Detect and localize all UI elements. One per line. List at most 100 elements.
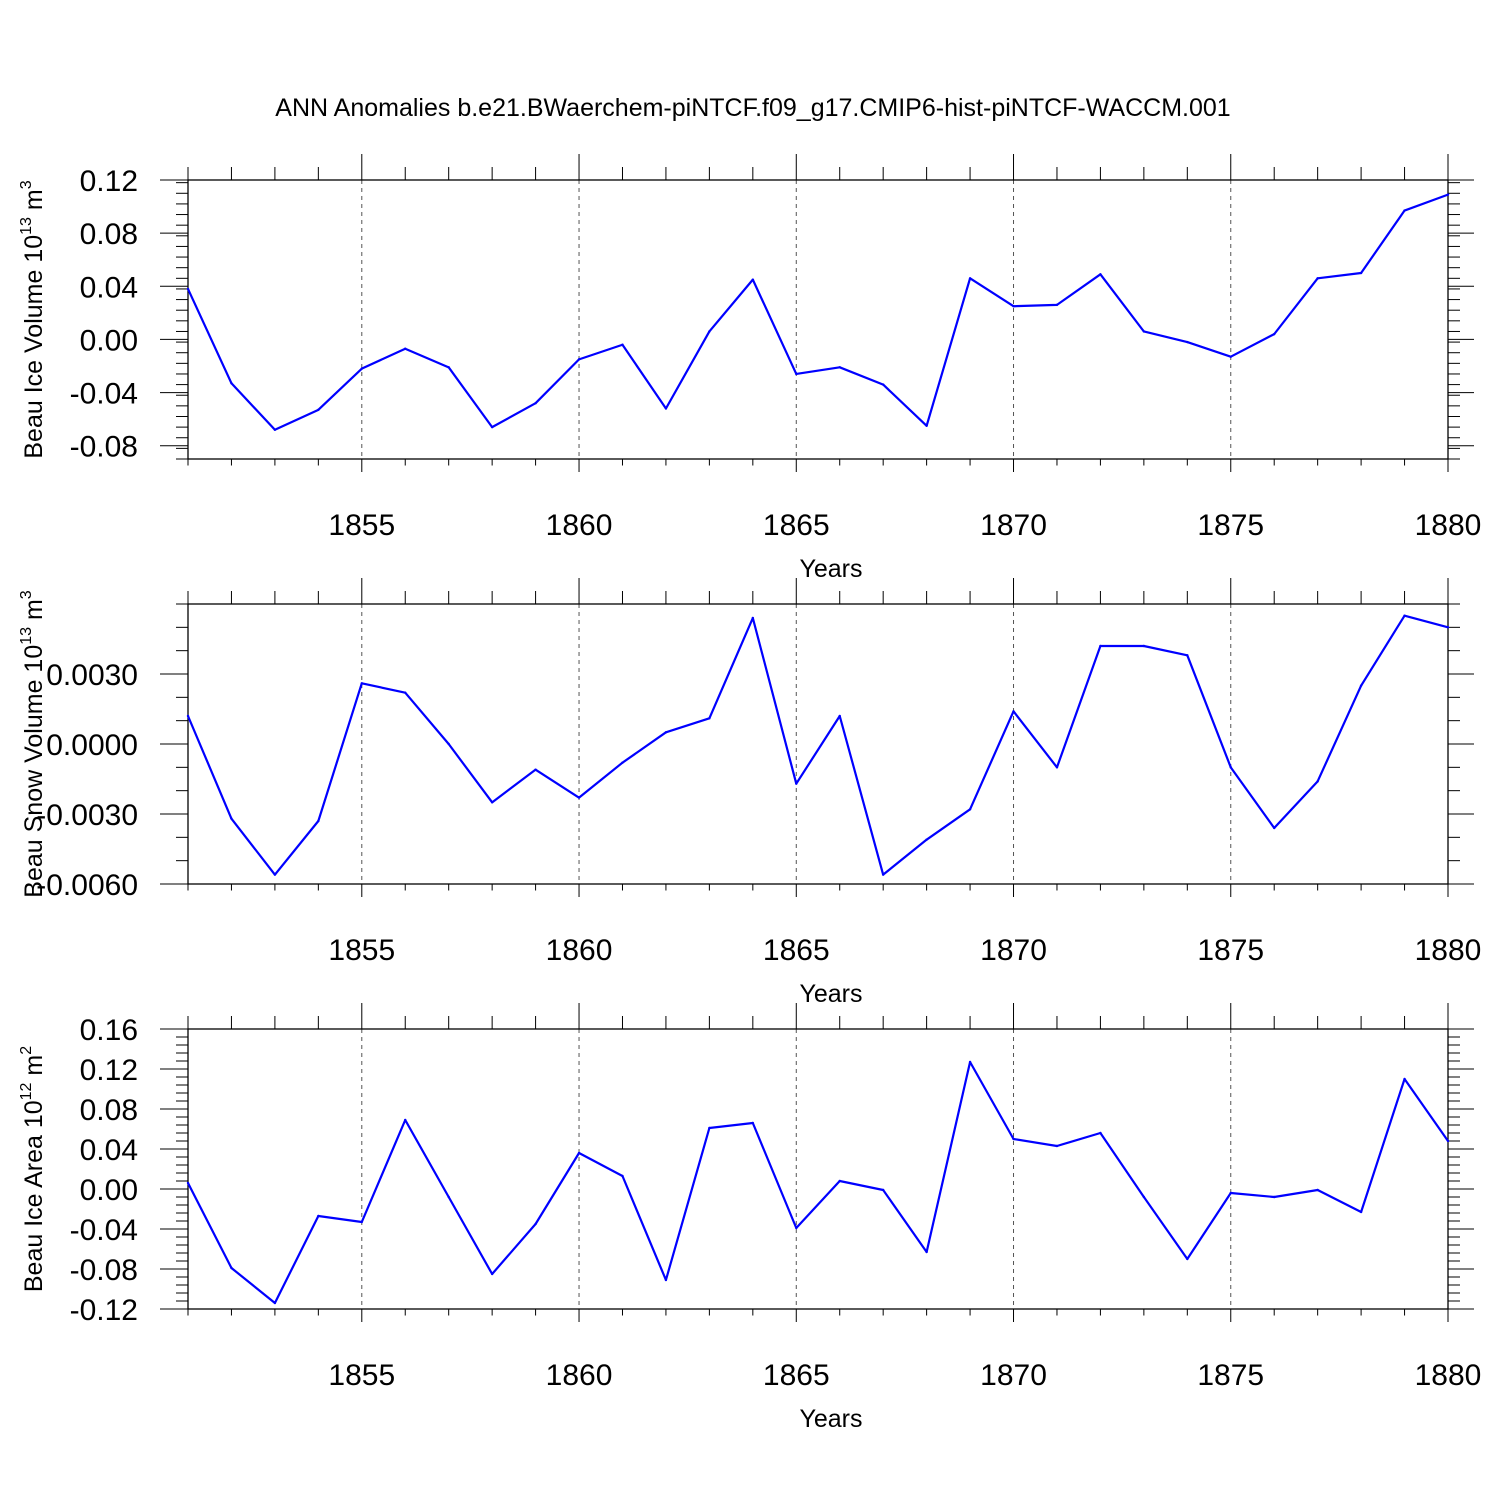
data-point: [1359, 271, 1363, 275]
data-point: [404, 691, 407, 694]
data-point: [838, 714, 841, 718]
data-point: [708, 1126, 711, 1130]
x-tick-label: 1880: [1415, 934, 1482, 967]
data-point: [230, 382, 233, 385]
data-point: [968, 1060, 972, 1064]
data-point: [404, 347, 407, 350]
data-point: [621, 343, 624, 346]
data-point: [1403, 209, 1406, 212]
data-point: [186, 1181, 190, 1185]
data-point: [1229, 355, 1232, 358]
data-point: [621, 1174, 624, 1178]
x-tick-label: 1875: [1197, 509, 1264, 542]
data-point: [925, 424, 928, 427]
data-point: [1142, 1195, 1146, 1199]
data-point: [664, 731, 668, 734]
y-tick-label: 0.00: [80, 1174, 138, 1207]
x-tick-label: 1865: [763, 934, 830, 967]
data-point: [925, 838, 928, 841]
y-tick-label: -0.12: [70, 1294, 138, 1327]
data-point: [447, 1195, 450, 1199]
y-tick-label: 0.16: [80, 1014, 138, 1047]
data-point: [1099, 273, 1102, 276]
series-line-1: [187, 193, 1449, 431]
y-tick-label: -0.04: [70, 378, 138, 411]
x-tick-label: 1865: [763, 509, 830, 542]
data-point: [1229, 766, 1232, 769]
y-axis-label-text: m: [20, 599, 48, 627]
data-point: [795, 1226, 798, 1230]
data-point: [664, 407, 668, 410]
data-point: [1055, 303, 1059, 307]
plot-frame: [187, 1028, 1449, 1310]
data-point: [273, 1301, 277, 1305]
y-axis-label-superscript: 12: [18, 1082, 35, 1100]
y-tick-label: -0.08: [70, 1254, 138, 1287]
x-tick-label: 1870: [980, 1359, 1047, 1392]
data-point: [1403, 614, 1406, 617]
x-tick-label: 1860: [546, 1359, 613, 1392]
data-point: [1055, 1144, 1059, 1148]
y-axis-label-text: Beau Ice Volume 10: [20, 235, 48, 459]
data-point: [577, 796, 581, 799]
y-tick-label: 0.04: [80, 1134, 138, 1167]
x-tick-label: 1875: [1197, 1359, 1264, 1392]
data-point: [751, 278, 755, 281]
data-point: [1403, 1077, 1406, 1081]
data-point: [360, 682, 363, 685]
y-axis-label-superscript: 3: [18, 180, 35, 189]
data-point: [317, 1214, 320, 1218]
data-point: [273, 428, 277, 431]
data-point: [968, 808, 972, 811]
y-axis-label-superscript: 2: [18, 1046, 35, 1055]
data-point: [447, 742, 450, 746]
data-point: [1359, 1210, 1363, 1214]
chart-panel-2: 0.0030 0.0000 -0.0030 -0.0060 1855 1860 1865 18…: [18, 578, 1481, 1008]
data-point: [577, 1151, 581, 1155]
x-tick-label: 1870: [980, 934, 1047, 967]
y-tick-label: -0.08: [70, 431, 138, 464]
data-point: [360, 367, 363, 370]
y-tick-label: 0.00: [80, 324, 138, 357]
chart-title: ANN Anomalies b.e21.BWaerchem-piNTCF.f09…: [275, 94, 1230, 122]
data-point: [317, 819, 320, 823]
x-tick-label: 1870: [980, 509, 1047, 542]
data-point: [838, 1179, 841, 1183]
data-point: [708, 330, 711, 333]
y-axis-label-superscript: 3: [18, 590, 35, 599]
data-point: [534, 768, 537, 771]
data-point: [925, 1250, 928, 1254]
y-axis-label-text: m: [20, 1055, 48, 1083]
data-point: [186, 287, 190, 291]
data-point: [1359, 684, 1363, 687]
y-tick-label: 0.12: [80, 1054, 138, 1087]
y-tick-label: 0.12: [80, 165, 138, 198]
x-tick-label: 1865: [763, 1359, 830, 1392]
data-point: [1012, 710, 1015, 713]
data-point: [317, 408, 320, 412]
data-point: [404, 1118, 407, 1122]
x-tick-label: 1880: [1415, 509, 1482, 542]
x-axis-label: Years: [799, 555, 862, 583]
data-point: [881, 1188, 885, 1192]
data-point: [1186, 1257, 1189, 1261]
data-point: [577, 358, 581, 361]
data-point: [795, 782, 798, 785]
data-point: [534, 402, 537, 405]
data-point: [1142, 644, 1146, 648]
data-point: [708, 717, 711, 720]
x-tick-label: 1855: [328, 509, 395, 542]
series-line-1: [187, 1060, 1449, 1305]
y-tick-label: -0.0030: [36, 799, 138, 832]
x-axis-label: Years: [799, 980, 862, 1008]
y-axis-label: Beau Ice Volume 1013 m3: [18, 180, 48, 458]
x-tick-label: 1875: [1197, 934, 1264, 967]
data-point: [490, 425, 494, 429]
data-point: [838, 366, 841, 369]
data-point: [1316, 1188, 1319, 1192]
data-point: [230, 817, 233, 820]
data-point: [1229, 1191, 1232, 1195]
data-point: [273, 873, 277, 876]
y-axis-label: Beau Snow Volume 1013 m3: [18, 590, 48, 898]
